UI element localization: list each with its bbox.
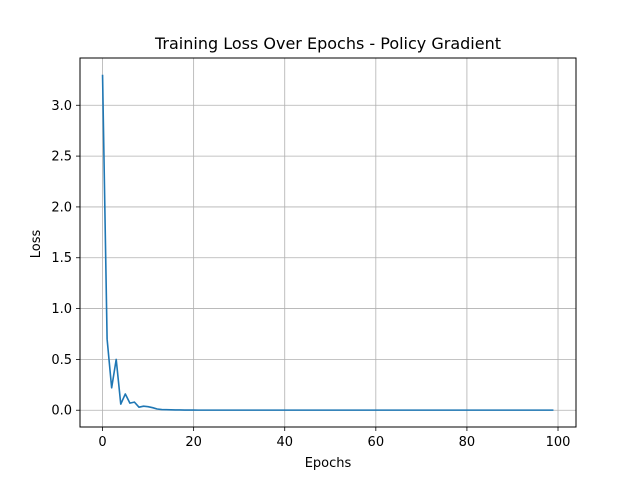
x-axis-label: Epochs <box>305 456 352 471</box>
y-tick-label: 2.0 <box>51 200 72 215</box>
y-tick-label: 2.5 <box>51 150 72 165</box>
y-axis-ticks: 0.0 0.5 1.0 1.5 2.0 2.5 3.0 <box>51 99 80 419</box>
x-tick-label: 80 <box>459 435 476 450</box>
y-tick-label: 3.0 <box>51 99 72 114</box>
x-tick-label: 20 <box>185 435 202 450</box>
x-tick-label: 100 <box>546 435 571 450</box>
series-layer <box>101 74 554 411</box>
grid-lines <box>80 58 576 427</box>
plot-frame <box>79 57 577 428</box>
y-tick-label: 0.0 <box>51 404 72 419</box>
chart-title: Training Loss Over Epochs - Policy Gradi… <box>154 34 501 53</box>
y-axis-label: Loss <box>29 230 44 259</box>
y-tick-label: 0.5 <box>51 353 72 368</box>
x-tick-label: 0 <box>98 435 106 450</box>
y-tick-label: 1.5 <box>51 251 72 266</box>
x-axis-ticks: 0 20 40 60 80 100 <box>98 427 570 450</box>
x-tick-label: 40 <box>276 435 293 450</box>
y-tick-label: 1.0 <box>51 302 72 317</box>
x-tick-label: 60 <box>368 435 385 450</box>
loss-series-line <box>101 74 554 411</box>
